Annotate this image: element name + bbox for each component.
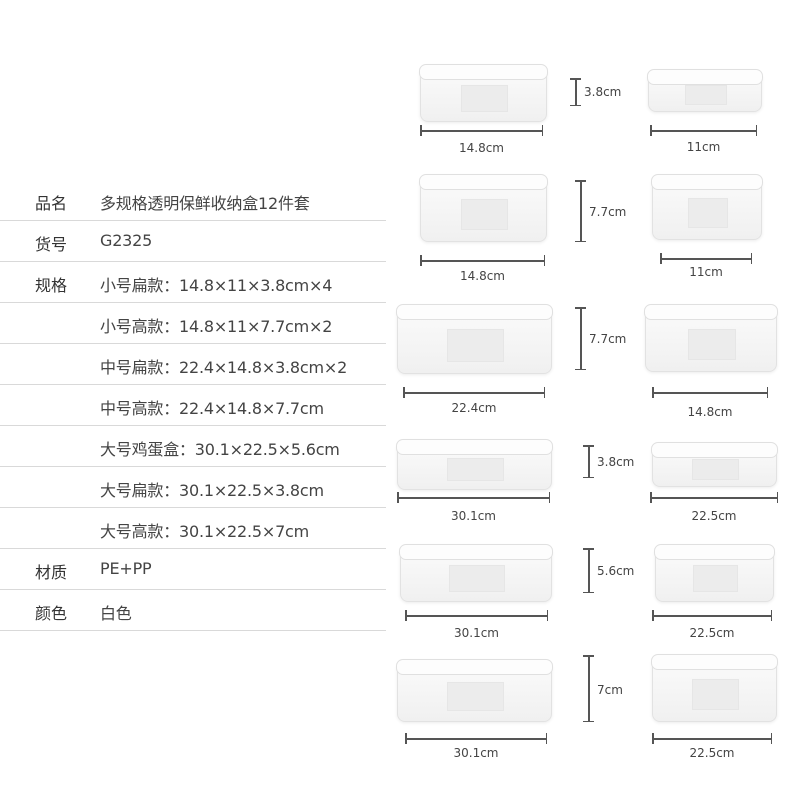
length-dimension-line	[405, 611, 548, 620]
container-front-image	[396, 659, 553, 722]
container-side-image	[651, 174, 763, 240]
container-side-image	[654, 544, 775, 602]
length-label: 30.1cm	[450, 509, 497, 523]
container-front-image	[399, 544, 553, 602]
spec-key: 颜色	[35, 604, 68, 623]
height-dimension-line	[576, 180, 585, 242]
spec-value: PE+PP	[100, 559, 152, 578]
container-front-image	[419, 64, 548, 122]
spec-row: 颜色 白色	[0, 590, 386, 631]
spec-key: 规格	[35, 276, 68, 295]
height-dimension-line	[571, 78, 580, 106]
spec-row: 货号 G2325	[0, 221, 386, 262]
spec-row: 规格 小号扁款：14.8×11×3.8cm×4	[0, 262, 386, 303]
spec-key: 品名	[35, 194, 68, 213]
length-dimension-line	[405, 734, 547, 743]
width-label: 11cm	[689, 265, 723, 279]
height-label: 3.8cm	[584, 85, 622, 99]
spec-key: 材质	[35, 563, 68, 582]
container-side-image	[651, 442, 778, 487]
length-label: 22.4cm	[451, 401, 497, 415]
spec-value: 大号高款：30.1×22.5×7cm	[100, 522, 310, 541]
spec-row: 大号高款：30.1×22.5×7cm	[0, 508, 386, 549]
spec-value: 中号高款：22.4×14.8×7.7cm	[100, 399, 324, 418]
width-dimension-line	[650, 493, 778, 502]
container-side-image	[651, 654, 778, 722]
width-label: 22.5cm	[689, 626, 735, 640]
length-label: 30.1cm	[453, 626, 500, 640]
spec-row: 中号高款：22.4×14.8×7.7cm	[0, 385, 386, 426]
spec-row: 品名 多规格透明保鲜收纳盒12件套	[0, 180, 386, 221]
spec-table: 品名 多规格透明保鲜收纳盒12件套货号 G2325 规格 小号扁款：14.8×11×3.…	[0, 180, 386, 631]
height-label: 3.8cm	[597, 455, 635, 469]
spec-value: 大号鸡蛋盒：30.1×22.5×5.6cm	[100, 440, 340, 459]
length-label: 14.8cm	[458, 141, 505, 155]
spec-row: 中号扁款：22.4×14.8×3.8cm×2	[0, 344, 386, 385]
length-dimension-line	[397, 493, 550, 502]
container-side-image	[644, 304, 778, 372]
height-label: 7cm	[597, 683, 623, 697]
width-dimension-line	[652, 734, 772, 743]
length-dimension-line	[403, 388, 545, 397]
spec-value: 多规格透明保鲜收纳盒12件套	[100, 194, 310, 213]
width-dimension-line	[650, 126, 757, 135]
width-label: 14.8cm	[687, 405, 733, 419]
container-front-image	[396, 439, 553, 490]
spec-value: 大号扁款：30.1×22.5×3.8cm	[100, 481, 324, 500]
spec-row: 材质 PE+PP	[0, 549, 386, 590]
height-label: 5.6cm	[597, 564, 635, 578]
width-label: 22.5cm	[689, 746, 735, 760]
length-dimension-line	[420, 126, 543, 135]
spec-row: 大号扁款：30.1×22.5×3.8cm	[0, 467, 386, 508]
height-dimension-line	[584, 548, 593, 593]
spec-row: 小号高款：14.8×11×7.7cm×2	[0, 303, 386, 344]
spec-row: 大号鸡蛋盒：30.1×22.5×5.6cm	[0, 426, 386, 467]
container-front-image	[419, 174, 548, 242]
container-front-image	[396, 304, 553, 374]
height-label: 7.7cm	[589, 332, 627, 346]
spec-value: 小号扁款：14.8×11×3.8cm×4	[100, 276, 333, 295]
length-label: 14.8cm	[459, 269, 506, 283]
spec-value: 小号高款：14.8×11×7.7cm×2	[100, 317, 333, 336]
width-dimension-line	[660, 254, 752, 263]
container-side-image	[647, 69, 763, 112]
width-dimension-line	[652, 611, 772, 620]
height-dimension-line	[584, 655, 593, 722]
height-dimension-line	[576, 307, 585, 370]
length-label: 30.1cm	[453, 746, 499, 760]
width-dimension-line	[652, 388, 768, 397]
width-label: 11cm	[686, 140, 721, 154]
spec-key: 货号	[35, 235, 68, 254]
width-label: 22.5cm	[691, 509, 737, 523]
spec-value: 中号扁款：22.4×14.8×3.8cm×2	[100, 358, 348, 377]
spec-value: 白色	[100, 604, 132, 623]
spec-value: G2325	[100, 231, 153, 250]
height-dimension-line	[584, 445, 593, 478]
length-dimension-line	[420, 256, 545, 265]
height-label: 7.7cm	[589, 205, 627, 219]
